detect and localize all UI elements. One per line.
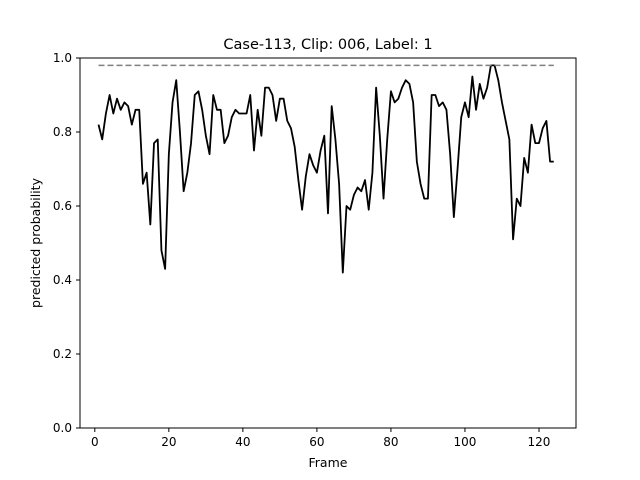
x-tick-label: 100 xyxy=(454,435,477,449)
x-tick-label: 0 xyxy=(91,435,99,449)
probability-series-line xyxy=(97,64,554,274)
chart-title: Case-113, Clip: 006, Label: 1 xyxy=(223,37,432,53)
y-tick-label: 0.6 xyxy=(53,199,72,213)
y-tick-label: 0.8 xyxy=(53,125,72,139)
y-tick-label: 0.4 xyxy=(53,273,72,287)
x-tick-label: 120 xyxy=(528,435,551,449)
series-layer xyxy=(97,64,554,274)
y-tick-label: 0.2 xyxy=(53,347,72,361)
x-tick-label: 20 xyxy=(161,435,176,449)
y-tick-label: 0.0 xyxy=(53,421,72,435)
x-tick-label: 60 xyxy=(309,435,324,449)
y-axis-label: predicted probability xyxy=(28,177,43,308)
plot-frame xyxy=(79,57,577,429)
y-tick-label: 1.0 xyxy=(53,51,72,65)
x-axis-label: Frame xyxy=(309,455,348,470)
x-tick-label: 80 xyxy=(383,435,398,449)
axes-layer: 0 20 40 60 80 100 120 0.0 0.2 0.4 0.6 0.8 1.0 xyxy=(53,51,551,449)
x-tick-label: 40 xyxy=(235,435,250,449)
